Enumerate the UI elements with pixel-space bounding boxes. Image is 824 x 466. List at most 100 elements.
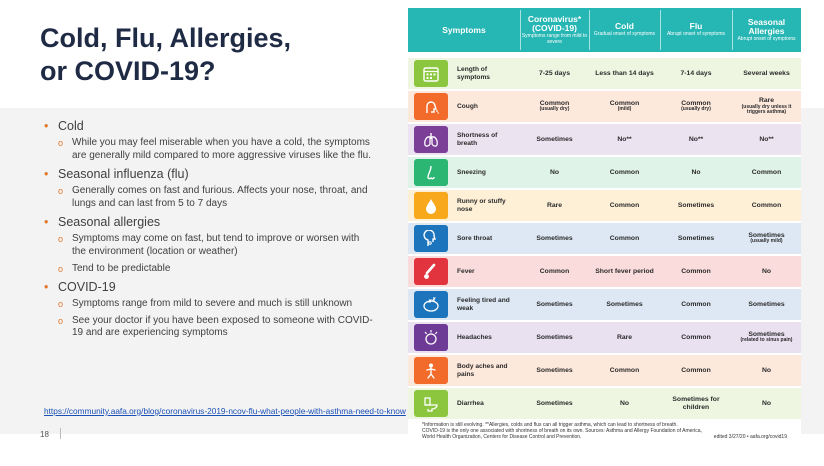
cell-note: (usually dry): [681, 106, 711, 113]
edited-note: edited 3/27/20 • aafa.org/covid19: [713, 434, 787, 440]
header-allergies-label: Seasonal Allergies: [747, 16, 786, 36]
bullet-covid: COVID-19: [44, 279, 374, 295]
cell-value: Common: [609, 99, 640, 107]
cell-value: 7-14 days: [680, 69, 712, 77]
cell-flu: Common: [660, 322, 732, 353]
symptom-row: Cough Common (usually dry) Common (mild) Comm…: [408, 91, 801, 122]
header-cold: Cold Gradual onset of symptoms: [589, 8, 660, 52]
source-link[interactable]: https://community.aafa.org/blog/coronavi…: [44, 406, 406, 416]
cell-covid: Sometimes: [520, 289, 589, 320]
footnote-line: *Information is still evolving. **Allerg…: [422, 422, 678, 428]
symptom-label: Shortness of breath: [457, 132, 498, 147]
cell-cold: Sometimes: [589, 289, 660, 320]
cell-cold: Common: [589, 355, 660, 386]
cell-value: Sometimes: [677, 201, 715, 209]
header-symptoms: Symptoms: [408, 8, 520, 52]
cell-cold: Common: [589, 190, 660, 221]
page-number: 18: [40, 430, 49, 439]
cell-value: Sometimes: [536, 399, 573, 407]
page-divider: [60, 428, 61, 439]
cell-value: Common: [751, 201, 782, 209]
cell-value: Less than 14 days: [595, 69, 654, 77]
cell-note: (usually dry unless it triggers asthma): [741, 103, 792, 116]
cell-value: Sometimes: [536, 135, 573, 143]
cell-cold: Common: [589, 223, 660, 254]
header-flu: Flu Abrupt onset of symptoms: [660, 8, 732, 52]
cell-allergies: Sometimes (related to sinus pain): [732, 322, 801, 353]
cell-covid: Rare: [520, 190, 589, 221]
symptom-row: Sneezing No Common No Common: [408, 157, 801, 188]
cell-covid: Sometimes: [520, 223, 589, 254]
calendar-icon: [414, 60, 448, 87]
headache-icon: [414, 324, 448, 351]
header-cold-sub: Gradual onset of symptoms: [593, 31, 656, 38]
header-symptoms-label: Symptoms: [442, 24, 486, 35]
symptom-label: Cough: [457, 102, 478, 110]
body-aches-icon: [414, 357, 448, 384]
cell-note: (related to sinus pain): [740, 337, 793, 344]
cell-value: Common: [681, 366, 711, 374]
header-cold-label: Cold: [615, 21, 634, 32]
cell-flu: 7-14 days: [660, 58, 732, 89]
symptom-row: Diarrhea Sometimes No Sometimes for childre…: [408, 388, 801, 419]
symptom-label: Sore throat: [457, 234, 493, 242]
header-covid-sub: Symptoms range from mild to severe: [521, 32, 588, 45]
tired-icon: [414, 291, 448, 318]
nose-icon: [414, 159, 448, 186]
symptom-label: Runny or stuffy nose: [457, 198, 506, 213]
cell-value: No: [619, 399, 630, 407]
sub-bullet: Symptoms may come on fast, but tend to i…: [44, 233, 374, 258]
cell-allergies: Sometimes (usually mild): [732, 223, 801, 254]
cell-value: Rare: [758, 96, 775, 104]
cell-covid: Sometimes: [520, 124, 589, 155]
title-line-1: Cold, Flu, Allergies,: [40, 23, 292, 53]
cell-value: Common: [539, 267, 570, 275]
header-divider: [732, 10, 733, 50]
cell-flu: Sometimes for children: [660, 388, 732, 419]
cell-value: Sometimes for children: [672, 395, 720, 411]
cell-flu: No: [660, 157, 732, 188]
header-allergies: Seasonal Allergies Abrupt onset of sympt…: [732, 8, 801, 52]
cell-value: Common: [609, 168, 640, 176]
footnote-line: COVID-19 is the only one associated with…: [422, 428, 702, 434]
cell-flu: Common (usually dry): [660, 91, 732, 122]
bullet-allergies: Seasonal allergies: [44, 214, 374, 230]
slide-title: Cold, Flu, Allergies, or COVID-19?: [40, 22, 400, 88]
cell-value: No**: [617, 135, 632, 143]
cell-value: No: [761, 366, 772, 374]
cell-value: No: [691, 168, 701, 176]
symptom-row: Feeling tired and weak Sometimes Sometimes…: [408, 289, 801, 320]
header-divider: [589, 10, 590, 50]
symptom-row: Headaches Sometimes Rare Common Sometimes (re…: [408, 322, 801, 353]
cell-value: Common: [681, 300, 711, 308]
symptom-row: Body aches and pains Sometimes Common Commo…: [408, 355, 801, 386]
table-header: Symptoms Coronavirus* (COVID-19) Symptom…: [408, 8, 801, 52]
symptom-label: Body aches and pains: [457, 363, 508, 378]
bullet-cold: Cold: [44, 118, 374, 134]
title-line-2: or COVID-19?: [40, 56, 216, 86]
cell-value: Sometimes: [606, 300, 643, 308]
symptom-label: Fever: [457, 267, 475, 275]
cell-flu: Common: [660, 289, 732, 320]
header-covid-label: Coronavirus* (COVID-19): [527, 13, 582, 33]
header-covid: Coronavirus* (COVID-19) Symptoms range f…: [520, 8, 589, 52]
sub-bullet: Symptoms range from mild to severe and m…: [44, 298, 374, 311]
cell-covid: 7-25 days: [520, 58, 589, 89]
header-divider: [520, 10, 521, 50]
cell-cold: Rare: [589, 322, 660, 353]
cell-covid: Sometimes: [520, 322, 589, 353]
cough-icon: [414, 93, 448, 120]
bullet-list: Cold While you may feel miserable when y…: [44, 118, 374, 344]
cell-value: Sometimes: [748, 231, 785, 239]
cell-allergies: No: [732, 256, 801, 287]
symptom-label: Headaches: [457, 333, 492, 341]
cell-value: No**: [759, 135, 774, 143]
cell-cold: Less than 14 days: [589, 58, 660, 89]
cell-allergies: No: [732, 388, 801, 419]
cell-value: Common: [681, 99, 711, 107]
symptom-label: Length of symptoms: [457, 66, 490, 81]
cell-cold: No: [589, 388, 660, 419]
cell-allergies: Sometimes: [732, 289, 801, 320]
cell-covid: Common (usually dry): [520, 91, 589, 122]
